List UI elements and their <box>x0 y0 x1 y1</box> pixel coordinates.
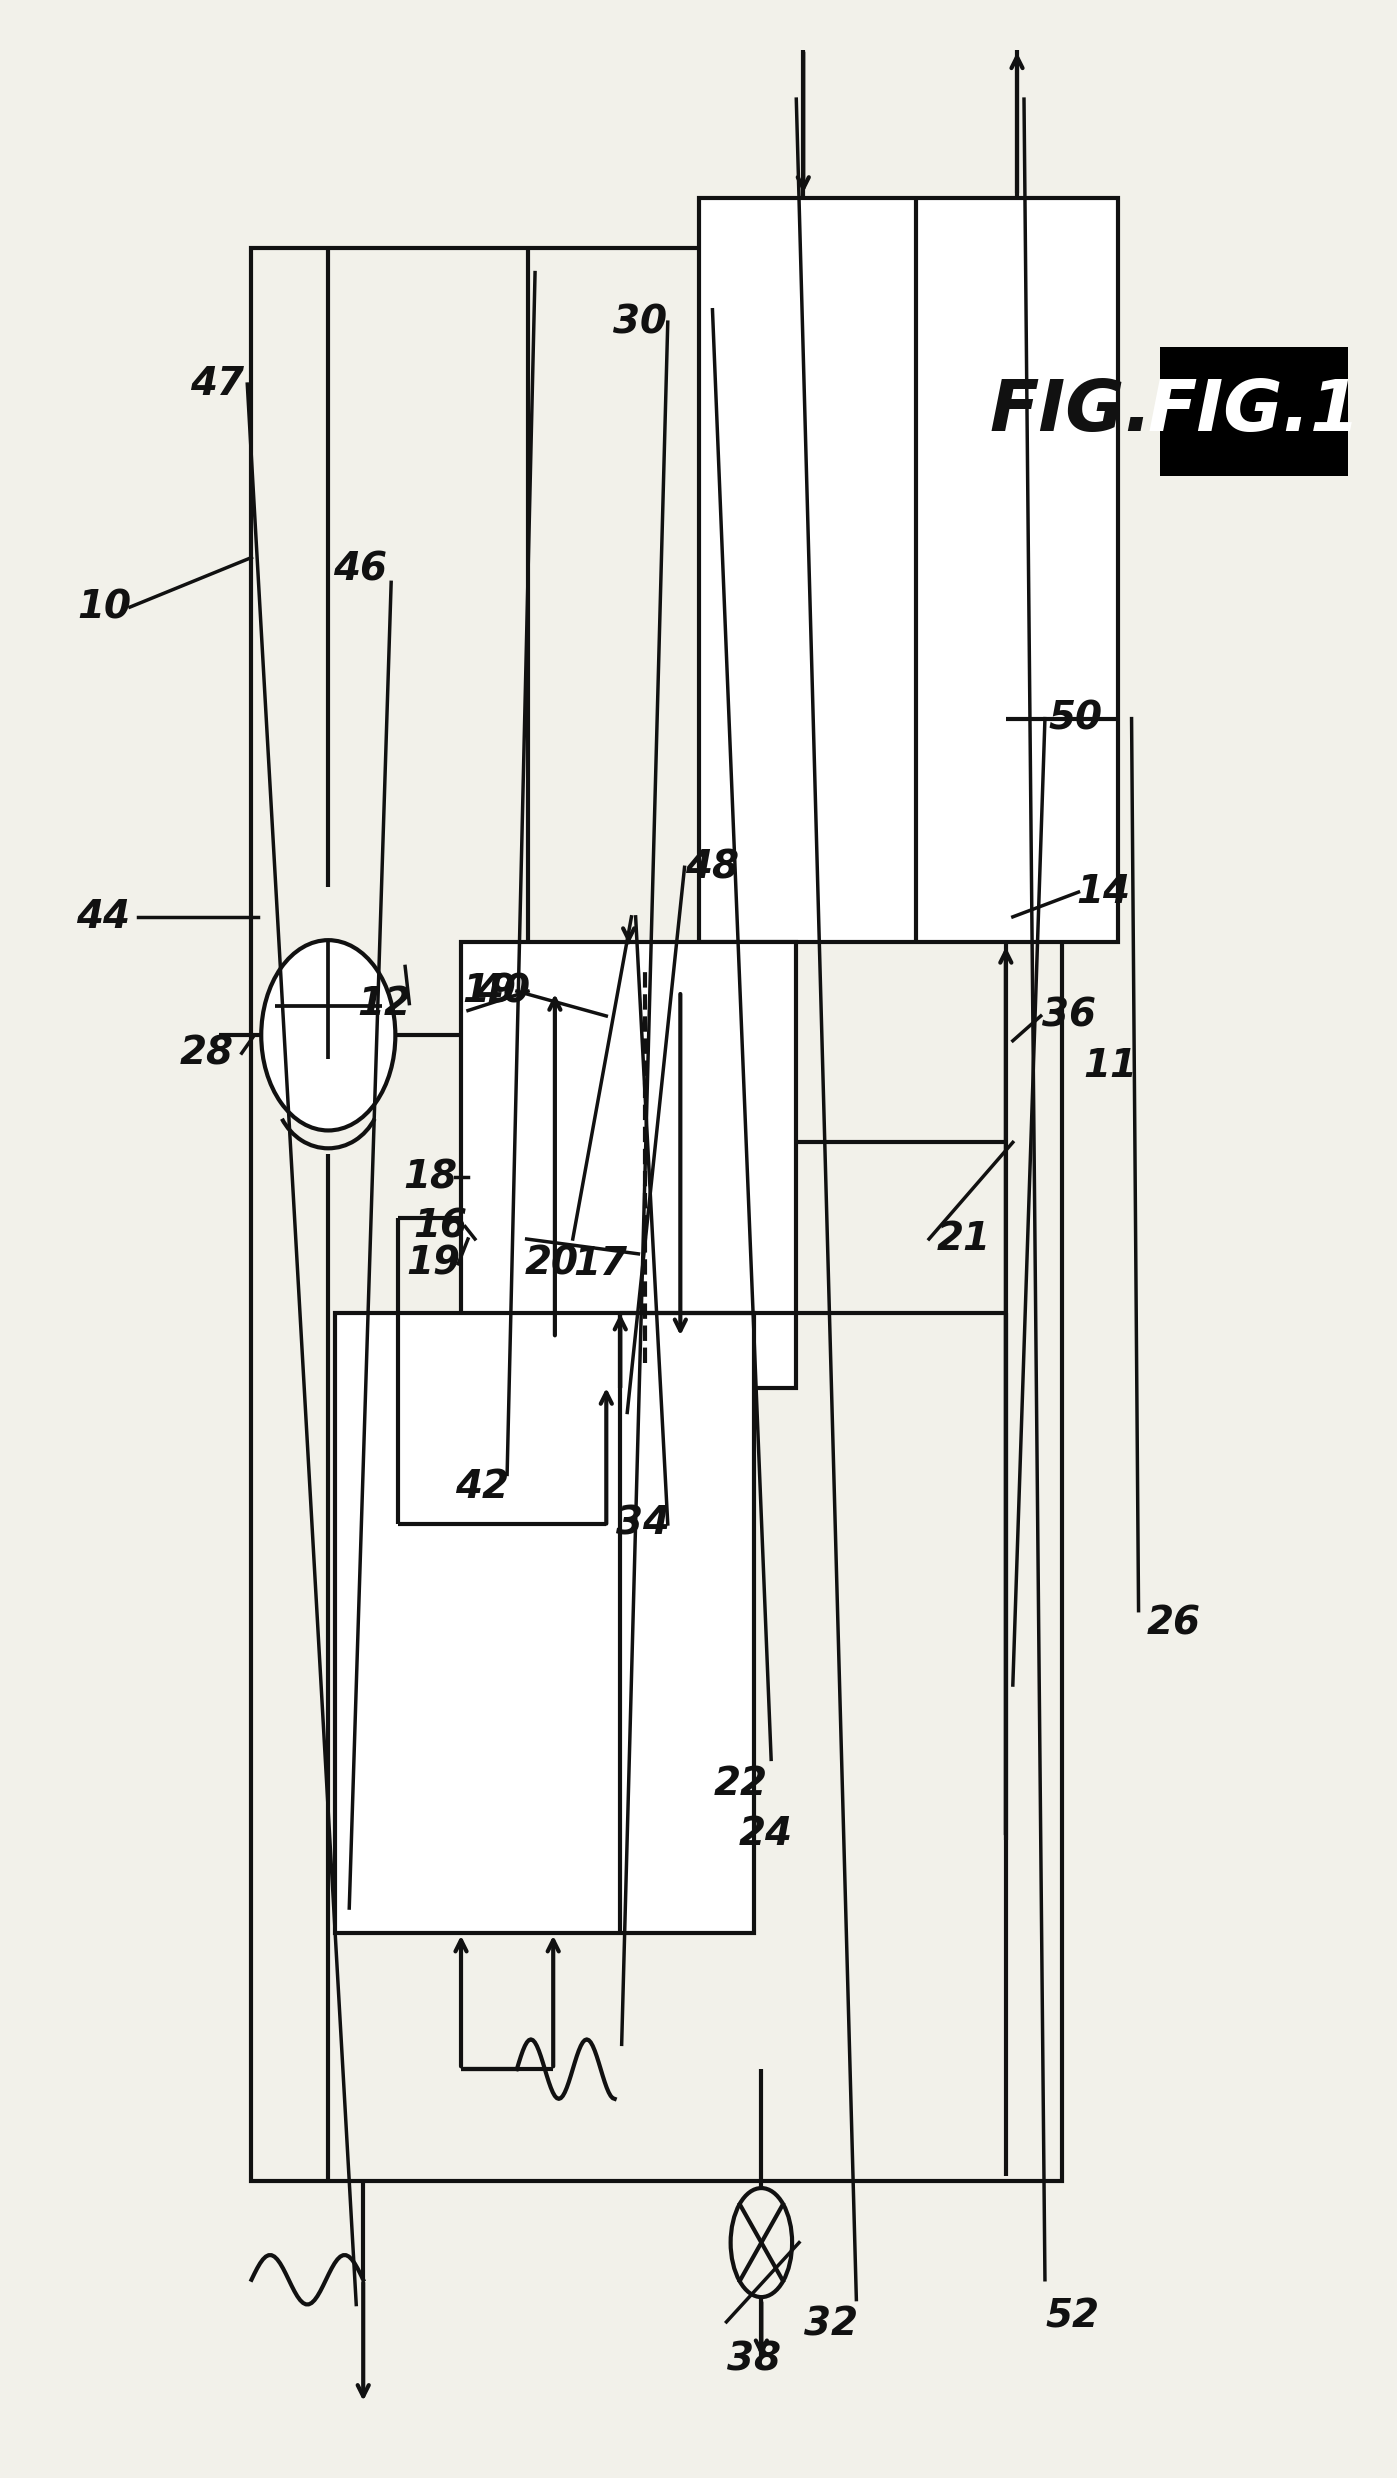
Text: 36: 36 <box>1042 996 1095 1036</box>
Bar <box>461 942 796 1388</box>
Bar <box>251 248 1062 2181</box>
Text: 42: 42 <box>455 1467 509 1507</box>
Text: 21: 21 <box>937 1219 990 1259</box>
Bar <box>1160 347 1348 476</box>
Text: 46: 46 <box>334 550 387 590</box>
Text: 18: 18 <box>404 1157 457 1197</box>
Text: 17: 17 <box>574 1244 627 1284</box>
Text: 40: 40 <box>476 971 529 1011</box>
Text: 48: 48 <box>686 847 739 887</box>
Text: 47: 47 <box>190 364 243 404</box>
Text: 22: 22 <box>714 1764 767 1804</box>
Text: 30: 30 <box>613 302 666 342</box>
Text: 34: 34 <box>616 1504 669 1544</box>
Text: 14: 14 <box>1077 872 1130 912</box>
Text: FIG.: FIG. <box>989 377 1153 446</box>
Text: 19: 19 <box>407 1244 460 1284</box>
Text: 19: 19 <box>462 971 515 1011</box>
Text: 38: 38 <box>728 2339 781 2379</box>
Text: 52: 52 <box>1046 2297 1099 2337</box>
Text: 20: 20 <box>525 1244 578 1284</box>
Text: 16: 16 <box>414 1207 467 1246</box>
Text: 32: 32 <box>805 2305 858 2344</box>
Text: 28: 28 <box>180 1033 233 1073</box>
Text: 12: 12 <box>358 984 411 1023</box>
Text: 44: 44 <box>77 897 130 937</box>
Text: 11: 11 <box>1084 1046 1137 1085</box>
Text: 50: 50 <box>1049 699 1102 738</box>
Ellipse shape <box>261 939 395 1130</box>
Text: FIG.1: FIG.1 <box>1147 377 1361 446</box>
Text: 10: 10 <box>78 587 131 627</box>
Text: 24: 24 <box>739 1814 792 1854</box>
Bar <box>698 198 1118 942</box>
Text: 26: 26 <box>1147 1603 1200 1643</box>
Bar <box>335 1313 754 1933</box>
